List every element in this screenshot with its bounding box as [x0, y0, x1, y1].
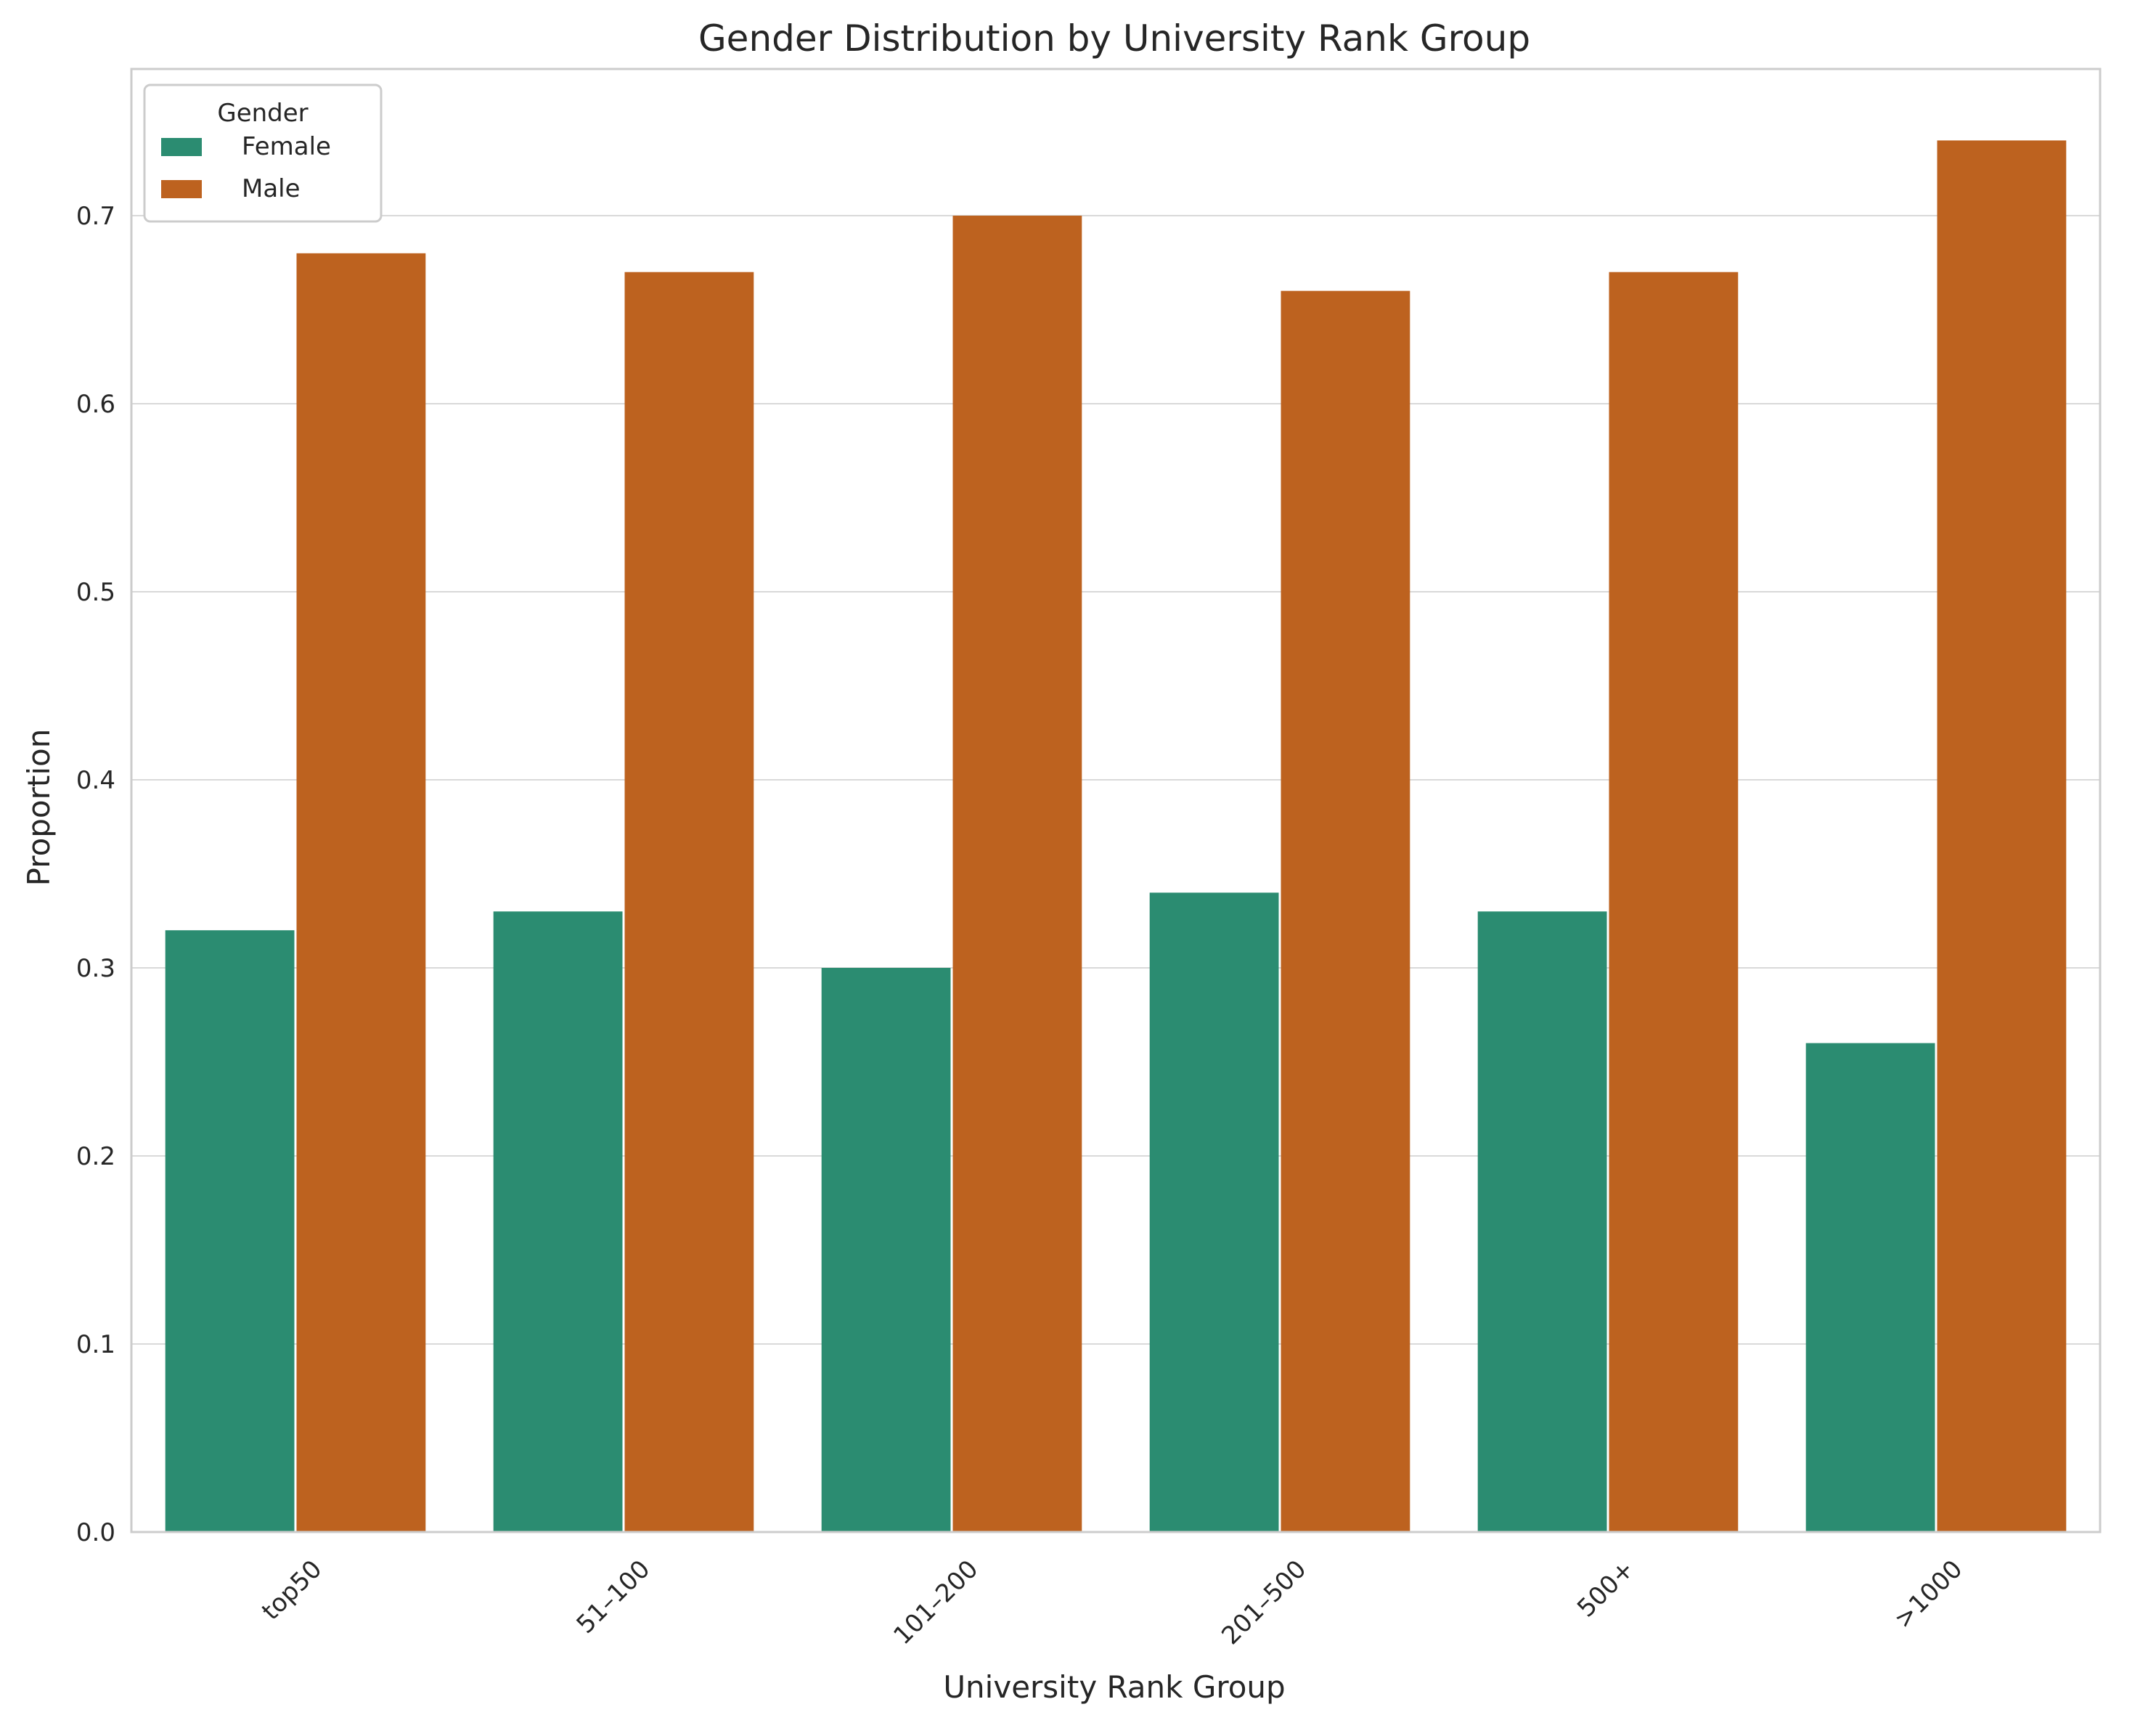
bar-male — [296, 253, 426, 1532]
x-tick-label: 500+ — [1572, 1555, 1640, 1623]
bar-female — [1149, 892, 1279, 1532]
x-axis-label: University Rank Group — [943, 1669, 1285, 1705]
plot-frame — [130, 68, 2102, 1533]
bar-female — [821, 968, 951, 1532]
bar-male — [1281, 290, 1410, 1533]
legend: Gender Female Male — [143, 83, 383, 223]
legend-label-female: Female — [242, 132, 331, 161]
y-tick-label: 0.3 — [76, 954, 115, 983]
chart-title: Gender Distribution by University Rank G… — [698, 17, 1530, 60]
legend-swatch-male — [161, 180, 202, 198]
y-tick-label: 0.7 — [76, 202, 115, 231]
legend-swatch-female — [161, 138, 202, 156]
bar-male — [952, 216, 1082, 1532]
x-tick-label: 101–200 — [888, 1555, 984, 1650]
y-tick-label: 0.0 — [76, 1518, 115, 1547]
gridlines — [131, 215, 2100, 1533]
bar-female — [1805, 1043, 1935, 1532]
x-tick-label: 51–100 — [571, 1555, 656, 1640]
legend-title: Gender — [217, 99, 308, 128]
bar-male — [1937, 140, 2067, 1532]
y-tick-label: 0.5 — [76, 578, 115, 607]
bar-male — [624, 272, 754, 1532]
y-tick-label: 0.1 — [76, 1330, 115, 1359]
y-tick-label: 0.2 — [76, 1142, 115, 1171]
legend-box — [143, 83, 383, 223]
y-tick-label: 0.4 — [76, 766, 115, 795]
bar-male — [1609, 272, 1739, 1532]
x-tick-label: 201–500 — [1216, 1555, 1312, 1650]
bar-female — [165, 930, 295, 1532]
bars — [165, 140, 2067, 1533]
y-axis-label: Proportion — [21, 729, 57, 887]
x-tick-label: top50 — [256, 1555, 327, 1626]
y-tick-label: 0.6 — [76, 390, 115, 419]
x-axis-ticks: top50 51–100 101–200 201–500 500+ >1000 — [256, 1555, 1968, 1650]
bar-female — [1477, 911, 1607, 1532]
legend-label-male: Male — [242, 174, 301, 203]
bar-female — [493, 911, 623, 1532]
x-tick-label: >1000 — [1889, 1555, 1969, 1634]
y-axis-ticks: 0.0 0.1 0.2 0.3 0.4 0.5 0.6 0.7 — [76, 202, 115, 1547]
